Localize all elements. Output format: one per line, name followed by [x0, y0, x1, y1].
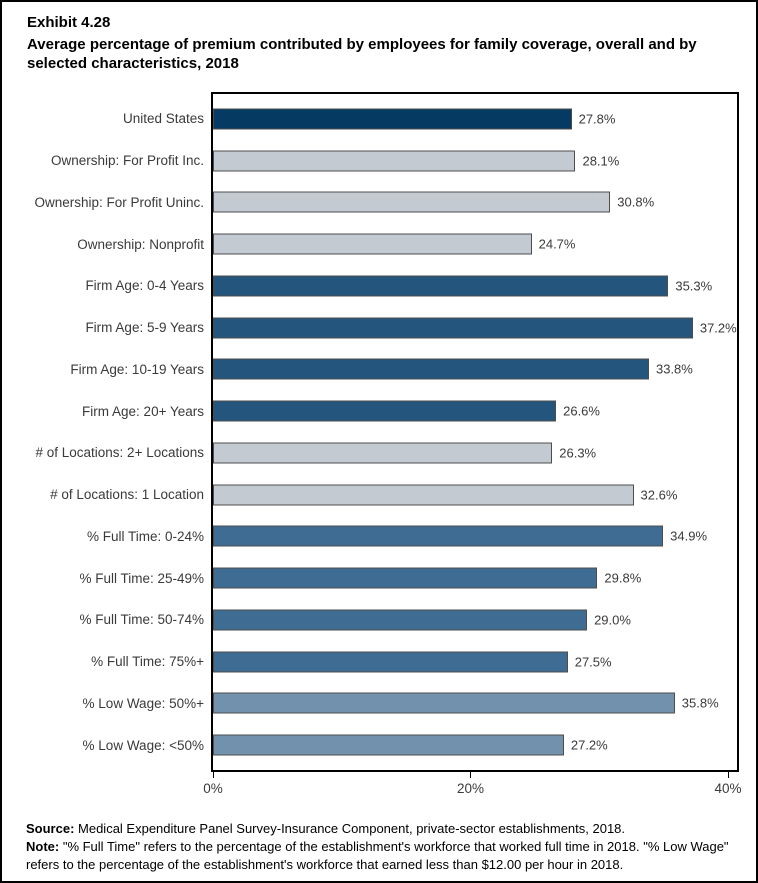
- bar: [213, 191, 611, 213]
- axis-tick-label: 0%: [203, 781, 223, 796]
- bar-row: Firm Age: 5-9 Years 37.2%: [2, 307, 738, 349]
- value-label: 35.8%: [681, 695, 719, 711]
- x-axis: 0% 20% 40%: [203, 772, 742, 804]
- bar-row: # of Locations: 1 Location 32.6%: [2, 474, 738, 516]
- value-label: 30.8%: [617, 194, 655, 210]
- category-label: # of Locations: 1 Location: [50, 487, 204, 503]
- bar-track: 27.2%: [213, 724, 738, 766]
- bar: [213, 275, 669, 297]
- category-label: % Full Time: 75%+: [91, 654, 204, 670]
- value-label: 35.3%: [675, 278, 713, 294]
- category-label: % Full Time: 50-74%: [79, 612, 204, 628]
- bar: [213, 609, 588, 631]
- note-label: Note:: [26, 838, 60, 854]
- value-label: 27.5%: [574, 654, 612, 670]
- category-label: % Low Wage: <50%: [82, 737, 204, 753]
- category-label: % Full Time: 0-24%: [86, 528, 204, 544]
- footnotes: Source: Medical Expenditure Panel Survey…: [26, 820, 738, 874]
- category-label: Firm Age: 5-9 Years: [85, 320, 204, 336]
- bar-row: Ownership: Nonprofit 24.7%: [2, 223, 738, 265]
- category-label: Firm Age: 0-4 Years: [85, 278, 204, 294]
- value-label: 26.3%: [559, 445, 597, 461]
- category-label: % Low Wage: 50%+: [82, 695, 204, 711]
- bar: [213, 108, 572, 130]
- category-label: Ownership: For Profit Inc.: [50, 153, 204, 169]
- bar: [213, 484, 634, 506]
- bar-track: 37.2%: [213, 307, 738, 349]
- bar-track: 24.7%: [213, 223, 738, 265]
- bar-row: % Full Time: 25-49% 29.8%: [2, 557, 738, 599]
- bar-row: Ownership: For Profit Uninc. 30.8%: [2, 182, 738, 224]
- chart-title: Average percentage of premium contribute…: [27, 36, 697, 73]
- bar-row: Ownership: For Profit Inc. 28.1%: [2, 140, 738, 182]
- bar-chart: United States 27.8% Ownership: For Profit …: [2, 98, 738, 766]
- title-block: Exhibit 4.28 Average percentage of premi…: [27, 13, 733, 74]
- source-label: Source:: [26, 821, 75, 836]
- bar-track: 29.0%: [213, 599, 738, 641]
- source-text: Medical Expenditure Panel Survey-Insuran…: [74, 821, 626, 836]
- category-label: Firm Age: 20+ Years: [82, 403, 204, 419]
- note-text: "% Full Time" refers to the percentage o…: [26, 838, 729, 872]
- axis-tick-label: 40%: [714, 781, 742, 796]
- value-label: 28.1%: [582, 153, 620, 169]
- bar-row: Firm Age: 10-19 Years 33.8%: [2, 349, 738, 391]
- bar-track: 32.6%: [213, 474, 738, 516]
- bar: [213, 400, 557, 422]
- value-label: 32.6%: [640, 487, 678, 503]
- value-label: 27.2%: [570, 737, 608, 753]
- bar-track: 34.9%: [213, 516, 738, 558]
- bar: [213, 442, 553, 464]
- bar-row: Firm Age: 20+ Years 26.6%: [2, 390, 738, 432]
- axis-tick-label: 20%: [456, 781, 484, 796]
- source-note: Source: Medical Expenditure Panel Survey…: [26, 820, 738, 838]
- value-label: 33.8%: [655, 361, 693, 377]
- bar-track: 29.8%: [213, 557, 738, 599]
- bar-track: 27.5%: [213, 641, 738, 683]
- category-label: # of Locations: 2+ Locations: [35, 445, 205, 461]
- value-label: 37.2%: [699, 320, 737, 336]
- value-label: 24.7%: [538, 236, 576, 252]
- value-label: 34.9%: [670, 528, 708, 544]
- bar: [213, 358, 649, 380]
- category-label: Ownership: For Profit Uninc.: [34, 194, 204, 210]
- bar-track: 35.8%: [213, 683, 738, 725]
- value-label: 27.8%: [578, 111, 616, 127]
- bar-row: % Full Time: 0-24% 34.9%: [2, 516, 738, 558]
- bar-track: 27.8%: [213, 98, 738, 140]
- axis-tick: [727, 772, 729, 778]
- bar: [213, 233, 532, 255]
- bar-track: 26.3%: [213, 432, 738, 474]
- bar-track: 26.6%: [213, 390, 738, 432]
- bar-row: % Full Time: 75%+ 27.5%: [2, 641, 738, 683]
- bar-row: % Low Wage: <50% 27.2%: [2, 724, 738, 766]
- bar-row: Firm Age: 0-4 Years 35.3%: [2, 265, 738, 307]
- bar: [213, 567, 598, 589]
- category-label: Firm Age: 10-19 Years: [70, 361, 204, 377]
- value-label: 26.6%: [563, 403, 600, 419]
- bar-track: 30.8%: [213, 182, 738, 224]
- value-label: 29.8%: [604, 570, 642, 586]
- bar-track: 28.1%: [213, 140, 738, 182]
- category-label: % Full Time: 25-49%: [79, 570, 204, 586]
- definition-note: Note: "% Full Time" refers to the percen…: [26, 838, 738, 874]
- value-label: 29.0%: [594, 612, 631, 628]
- bar-row: United States 27.8%: [2, 98, 738, 140]
- category-label: Ownership: Nonprofit: [77, 236, 204, 252]
- axis-tick: [470, 772, 472, 778]
- bar: [213, 692, 675, 714]
- category-label: United States: [122, 111, 204, 127]
- bar: [213, 317, 693, 339]
- bar: [213, 525, 664, 547]
- axis-tick: [213, 772, 214, 778]
- bar-row: % Full Time: 50-74% 29.0%: [2, 599, 738, 641]
- bar: [213, 150, 576, 172]
- bar: [213, 734, 564, 756]
- bar: [213, 651, 568, 673]
- bar-track: 33.8%: [213, 349, 738, 391]
- bar-track: 35.3%: [213, 265, 738, 307]
- exhibit-number: Exhibit 4.28: [27, 14, 111, 31]
- bar-row: # of Locations: 2+ Locations 26.3%: [2, 432, 738, 474]
- bar-row: % Low Wage: 50%+ 35.8%: [2, 683, 738, 725]
